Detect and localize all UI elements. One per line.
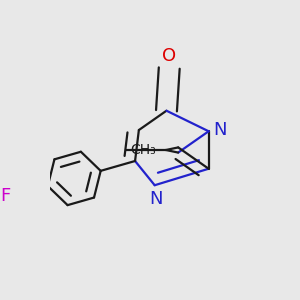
Text: O: O — [162, 47, 176, 65]
Text: N: N — [149, 190, 163, 208]
Text: N: N — [214, 121, 227, 139]
Text: F: F — [0, 187, 11, 205]
Text: CH₃: CH₃ — [130, 143, 156, 157]
